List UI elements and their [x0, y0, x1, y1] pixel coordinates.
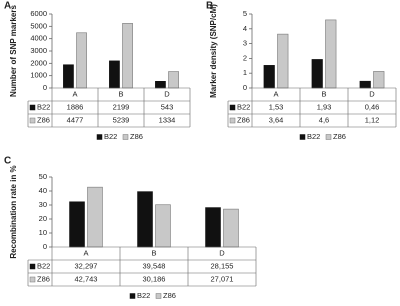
- bar: [373, 71, 385, 89]
- table-cell: 543: [161, 102, 174, 111]
- table-cell: 2199: [113, 102, 130, 111]
- y-tick-label: 1: [243, 68, 247, 77]
- table-cell: 39,548: [143, 261, 166, 270]
- y-tick-label: 2: [243, 53, 247, 62]
- table-row-label: B22: [237, 102, 250, 111]
- x-tick-label: A: [72, 89, 77, 98]
- bar: [122, 23, 133, 89]
- legend-label: Z86: [130, 132, 143, 141]
- y-tick-label: 0: [43, 242, 47, 251]
- x-tick-label: B: [118, 89, 123, 98]
- table-cell: 1,12: [365, 115, 380, 124]
- bar: [137, 191, 153, 248]
- bar: [359, 80, 371, 89]
- y-tick-label: 5000: [30, 21, 47, 30]
- table-cell: 1334: [159, 115, 176, 124]
- legend-label: Z86: [163, 291, 176, 300]
- panel-letter: A: [4, 1, 11, 12]
- table-cell: 5239: [113, 115, 130, 124]
- table-cell: 1,53: [269, 102, 284, 111]
- y-tick-label: 30: [39, 200, 47, 209]
- x-tick-label: D: [369, 89, 375, 98]
- bar: [325, 19, 337, 89]
- table-row-label: B22: [37, 102, 50, 111]
- legend-key: [299, 134, 306, 140]
- table-cell: 3,64: [269, 115, 284, 124]
- y-tick-label: 1000: [30, 71, 47, 80]
- panel-letter: C: [4, 156, 11, 167]
- y-tick-label: 20: [39, 214, 47, 223]
- x-tick-label: A: [273, 89, 278, 98]
- y-axis-label: Number of SNP markers: [9, 5, 18, 97]
- legend-key: [96, 134, 103, 140]
- y-tick-label: 0: [243, 83, 247, 92]
- y-tick-label: 3: [243, 39, 247, 48]
- bar: [69, 201, 85, 248]
- table-cell: 4,6: [319, 115, 329, 124]
- y-tick-label: 4000: [30, 34, 47, 43]
- table-cell: 27,071: [211, 274, 234, 283]
- legend-key: [29, 276, 36, 283]
- table-cell: 0,46: [365, 102, 380, 111]
- table-cell: 1,93: [317, 102, 332, 111]
- table-row-label: B22: [37, 261, 50, 270]
- legend-key: [325, 134, 332, 140]
- table-row-label: Z86: [37, 274, 50, 283]
- x-tick-label: D: [219, 248, 225, 257]
- y-tick-label: 40: [39, 186, 47, 195]
- y-tick-label: 5: [243, 9, 247, 18]
- bar: [109, 60, 120, 89]
- legend-key: [29, 263, 36, 270]
- legend-key: [122, 134, 129, 140]
- y-axis-label: Recombination rate in %: [9, 165, 18, 258]
- table-cell: 42,743: [75, 274, 98, 283]
- y-tick-label: 6000: [30, 9, 47, 18]
- bar: [63, 64, 74, 89]
- bar: [311, 59, 323, 89]
- x-tick-label: B: [321, 89, 326, 98]
- y-tick-label: 4: [243, 24, 247, 33]
- legend-key: [29, 104, 36, 111]
- table-cell: 1886: [67, 102, 84, 111]
- y-tick-label: 2000: [30, 58, 47, 67]
- bar: [76, 32, 87, 89]
- legend-label: B22: [104, 132, 117, 141]
- x-tick-label: D: [164, 89, 170, 98]
- bar: [87, 186, 103, 248]
- table-cell: 30,186: [143, 274, 166, 283]
- bar: [155, 81, 166, 89]
- table-row-label: Z86: [237, 115, 250, 124]
- bar: [168, 71, 179, 89]
- table-cell: 4477: [67, 115, 84, 124]
- bar: [205, 207, 221, 248]
- y-tick-label: 0: [43, 83, 47, 92]
- y-tick-label: 50: [39, 172, 47, 181]
- bar: [277, 33, 289, 89]
- legend-label: Z86: [333, 132, 346, 141]
- bar: [263, 65, 275, 89]
- table-row-label: Z86: [37, 115, 50, 124]
- legend-label: B22: [307, 132, 320, 141]
- y-axis-label: Marker density (SNP/cM): [209, 4, 218, 98]
- x-tick-label: B: [151, 248, 156, 257]
- legend-key: [229, 104, 236, 111]
- panel-letter: B: [206, 1, 213, 12]
- legend-key: [29, 117, 36, 124]
- table-cell: 28,155: [211, 261, 234, 270]
- legend-key: [229, 117, 236, 124]
- legend-key: [129, 293, 136, 299]
- legend-label: B22: [137, 291, 150, 300]
- table-cell: 32,297: [75, 261, 98, 270]
- legend-key: [155, 293, 162, 299]
- bar: [155, 204, 171, 248]
- y-tick-label: 10: [39, 228, 47, 237]
- bar: [223, 208, 239, 248]
- x-tick-label: A: [83, 248, 88, 257]
- y-tick-label: 3000: [30, 46, 47, 55]
